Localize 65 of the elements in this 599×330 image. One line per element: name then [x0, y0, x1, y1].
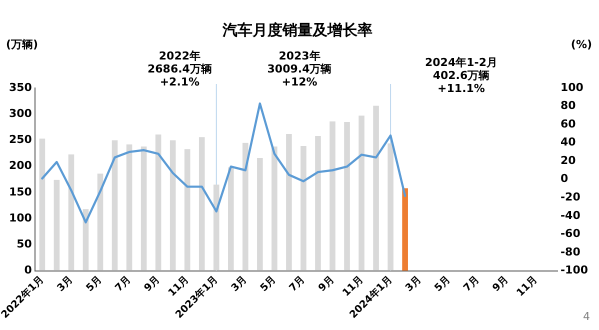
y-tick-label: 200	[8, 159, 32, 172]
y2-tick-label: -20	[560, 190, 581, 204]
bar	[286, 134, 292, 271]
x-tick-label: 7月	[113, 274, 134, 294]
bar	[228, 167, 234, 271]
y-tick-label: 0	[24, 264, 32, 277]
y2-tick-label: 60	[560, 117, 576, 130]
x-tick-label: 7月	[462, 274, 482, 294]
y2-tick-label: -80	[560, 245, 581, 258]
y-tick-label: 150	[8, 185, 32, 198]
bar	[257, 158, 263, 271]
text: 4	[583, 310, 590, 324]
bar	[54, 180, 60, 271]
y-tick-label: 100	[8, 211, 32, 224]
bar	[373, 106, 379, 271]
bar	[344, 122, 350, 271]
y2-tick-label: -100	[560, 264, 588, 277]
bar	[68, 154, 74, 271]
bar	[184, 149, 190, 271]
y-tick-label: 50	[16, 238, 32, 251]
x-tick-label: 3月	[55, 274, 76, 294]
x-tick-label: 9月	[490, 274, 511, 294]
bar	[126, 144, 132, 271]
bar	[112, 140, 118, 271]
x-tick-label: 7月	[288, 274, 308, 294]
y2-tick-label: 80	[560, 99, 576, 112]
bar	[39, 138, 46, 271]
x-tick-label: 9月	[316, 274, 336, 294]
bar	[358, 116, 364, 271]
bar	[402, 188, 408, 271]
bar	[170, 140, 176, 271]
x-tick-label: 11月	[166, 274, 192, 299]
annotation: 2024年1-2月 402.6万辆 +11.1%	[424, 56, 498, 95]
y2-axis-title: (%)	[570, 38, 592, 51]
x-tick-label: 11月	[340, 274, 366, 299]
y2-tick-label: -40	[560, 208, 581, 222]
bar	[140, 146, 147, 271]
x-tick-label: 11月	[514, 274, 540, 299]
y2-tick-label: -60	[560, 227, 581, 240]
x-tick-label: 3月	[230, 274, 250, 294]
annotation: 2022年 2686.4万辆 +2.1%	[147, 49, 212, 88]
x-tick-label: 5月	[258, 274, 278, 294]
bar	[330, 121, 336, 271]
x-tick-label: 3月	[404, 274, 424, 294]
x-tick-label: 5月	[432, 274, 453, 294]
bar	[300, 146, 306, 271]
x-tick-label: 5月	[84, 274, 104, 294]
y-tick-label: 350	[8, 80, 32, 94]
y2-tick-label: 20	[560, 154, 576, 167]
y-axis-title: (万辆)	[6, 38, 38, 51]
bar	[198, 137, 205, 271]
bar	[213, 184, 220, 271]
y-tick-label: 300	[8, 106, 32, 120]
y2-tick-label: 0	[560, 172, 568, 186]
y-tick-label: 250	[8, 133, 32, 146]
bar	[242, 142, 248, 271]
x-tick-label: 9月	[142, 274, 162, 294]
bar	[315, 136, 321, 271]
bar	[155, 134, 162, 271]
annotation: 2023年 3009.4万辆 +12%	[267, 49, 332, 88]
bar	[272, 146, 278, 271]
y2-tick-label: 100	[560, 80, 584, 94]
chart-title: 汽车月度销量及增长率	[222, 20, 372, 39]
bar	[388, 143, 394, 271]
y2-tick-label: 40	[560, 136, 576, 149]
